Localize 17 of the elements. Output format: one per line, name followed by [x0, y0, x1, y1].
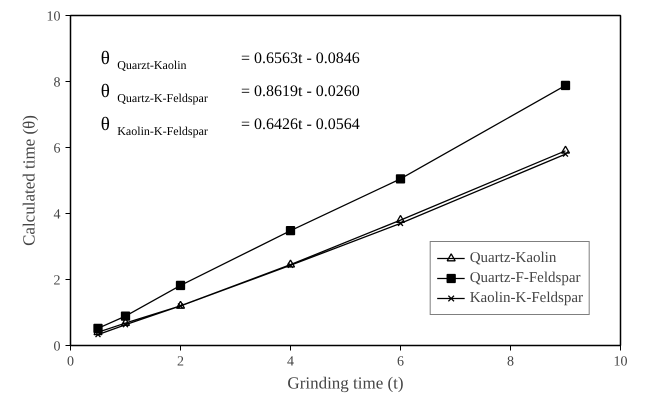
- x-tick-label: 6: [397, 354, 404, 370]
- y-tick-label: 4: [54, 208, 60, 222]
- x-tick-label: 4: [287, 354, 294, 370]
- y-tick-label: 10: [46, 10, 60, 24]
- legend-label: Kaolin-K-Feldspar: [470, 290, 583, 306]
- x-tick-label: 2: [177, 354, 184, 370]
- y-tick-label: 6: [54, 142, 60, 156]
- y-tick-label: 2: [54, 274, 60, 288]
- y-axis-title: Calculated time (θ): [20, 115, 38, 246]
- y-tick-label: 8: [54, 76, 60, 90]
- y-tick-label: 0: [54, 340, 60, 354]
- x-tick-label: 8: [507, 354, 514, 370]
- x-tick-label: 0: [67, 354, 74, 370]
- x-axis-title: Grinding time (t): [287, 374, 404, 392]
- x-tick-label: 10: [614, 354, 628, 370]
- legend-label: Quartz-Kaolin: [470, 250, 556, 266]
- legend-label: Quartz-F-Feldspar: [470, 270, 580, 286]
